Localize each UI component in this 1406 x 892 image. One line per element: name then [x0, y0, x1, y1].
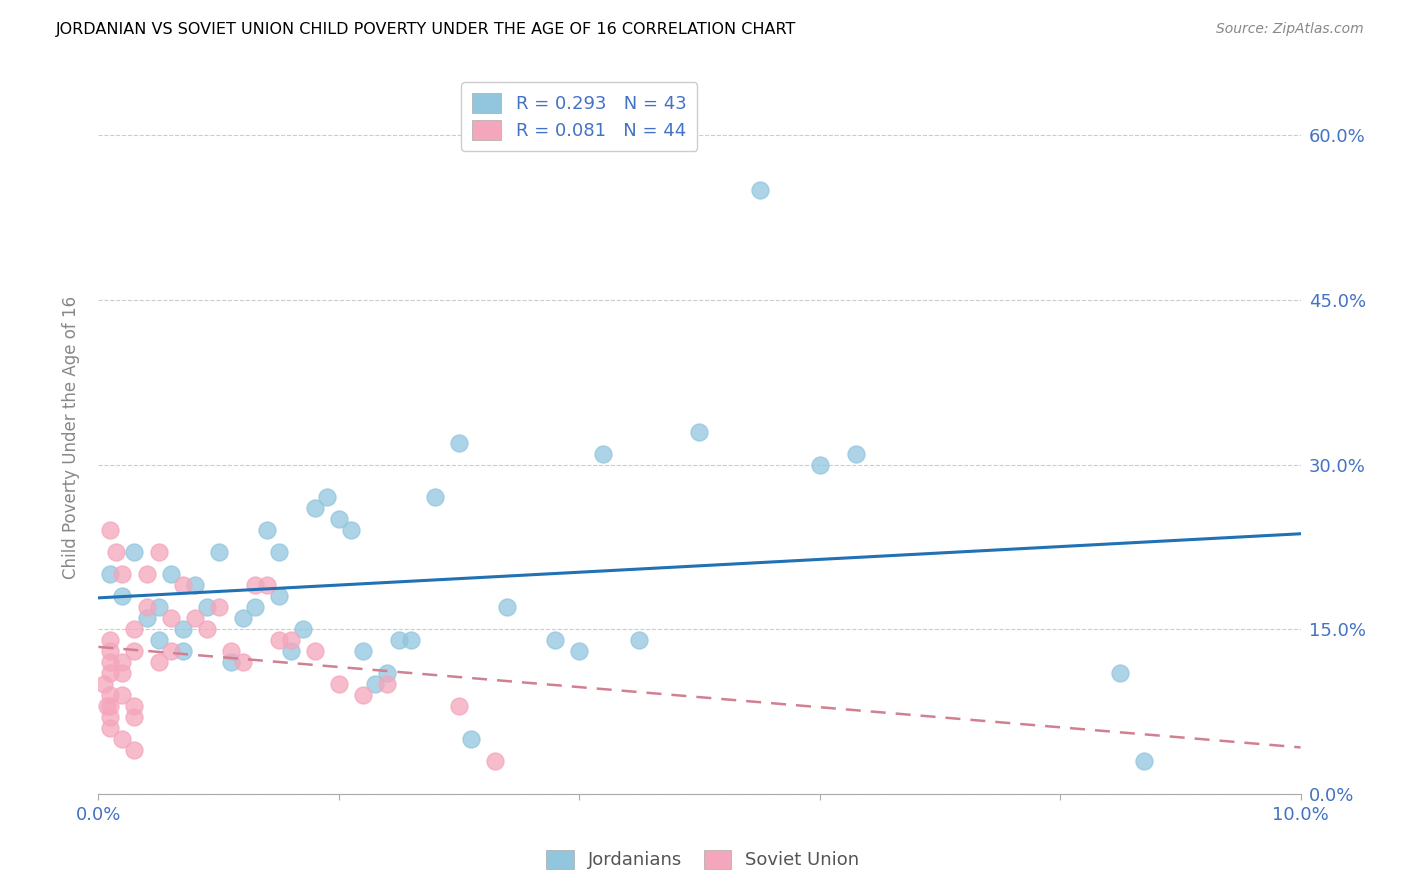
Point	[375, 677, 398, 691]
Point	[111, 666, 134, 681]
Legend: R = 0.293   N = 43, R = 0.081   N = 44: R = 0.293 N = 43, R = 0.081 N = 44	[461, 82, 697, 151]
Point	[159, 644, 181, 658]
Point	[183, 611, 205, 625]
Point	[399, 633, 422, 648]
Point	[159, 611, 181, 625]
Point	[159, 567, 181, 582]
Point	[148, 600, 170, 615]
Point	[124, 743, 146, 757]
Point	[111, 688, 134, 702]
Point	[808, 458, 831, 472]
Point	[208, 600, 231, 615]
Point	[304, 644, 326, 658]
Point	[100, 644, 122, 658]
Point	[172, 622, 194, 636]
Point	[280, 633, 302, 648]
Point	[172, 644, 194, 658]
Point	[135, 567, 157, 582]
Point	[291, 622, 314, 636]
Point	[232, 611, 254, 625]
Point	[124, 545, 146, 559]
Point	[232, 655, 254, 669]
Point	[93, 677, 115, 691]
Point	[352, 688, 374, 702]
Point	[484, 754, 506, 768]
Point	[243, 578, 266, 592]
Point	[100, 688, 122, 702]
Point	[100, 721, 122, 735]
Point	[100, 710, 122, 724]
Point	[208, 545, 231, 559]
Point	[135, 611, 157, 625]
Point	[748, 183, 770, 197]
Point	[544, 633, 567, 648]
Point	[111, 655, 134, 669]
Point	[100, 567, 122, 582]
Point	[628, 633, 651, 648]
Point	[100, 666, 122, 681]
Point	[1133, 754, 1156, 768]
Point	[267, 589, 290, 603]
Point	[267, 545, 290, 559]
Point	[148, 655, 170, 669]
Point	[111, 567, 134, 582]
Point	[267, 633, 290, 648]
Point	[183, 578, 205, 592]
Point	[447, 435, 470, 450]
Point	[172, 578, 194, 592]
Text: Source: ZipAtlas.com: Source: ZipAtlas.com	[1216, 22, 1364, 37]
Point	[219, 655, 242, 669]
Point	[388, 633, 411, 648]
Point	[328, 512, 350, 526]
Legend: Jordanians, Soviet Union: Jordanians, Soviet Union	[537, 841, 869, 879]
Point	[375, 666, 398, 681]
Point	[100, 524, 122, 538]
Point	[256, 524, 278, 538]
Text: JORDANIAN VS SOVIET UNION CHILD POVERTY UNDER THE AGE OF 16 CORRELATION CHART: JORDANIAN VS SOVIET UNION CHILD POVERTY …	[56, 22, 797, 37]
Point	[689, 425, 711, 439]
Point	[219, 644, 242, 658]
Point	[340, 524, 363, 538]
Point	[148, 545, 170, 559]
Point	[280, 644, 302, 658]
Point	[195, 600, 218, 615]
Point	[124, 710, 146, 724]
Point	[135, 600, 157, 615]
Point	[195, 622, 218, 636]
Point	[124, 699, 146, 714]
Point	[100, 699, 122, 714]
Point	[423, 491, 446, 505]
Point	[148, 633, 170, 648]
Point	[328, 677, 350, 691]
Point	[496, 600, 519, 615]
Point	[304, 501, 326, 516]
Point	[447, 699, 470, 714]
Point	[124, 644, 146, 658]
Point	[124, 622, 146, 636]
Point	[111, 589, 134, 603]
Point	[1109, 666, 1132, 681]
Point	[100, 633, 122, 648]
Point	[364, 677, 387, 691]
Point	[352, 644, 374, 658]
Point	[460, 731, 482, 746]
Point	[256, 578, 278, 592]
Y-axis label: Child Poverty Under the Age of 16: Child Poverty Under the Age of 16	[62, 295, 80, 579]
Point	[845, 446, 868, 460]
Point	[96, 699, 118, 714]
Point	[568, 644, 591, 658]
Point	[111, 731, 134, 746]
Point	[592, 446, 614, 460]
Point	[105, 545, 128, 559]
Point	[243, 600, 266, 615]
Point	[100, 655, 122, 669]
Point	[315, 491, 337, 505]
